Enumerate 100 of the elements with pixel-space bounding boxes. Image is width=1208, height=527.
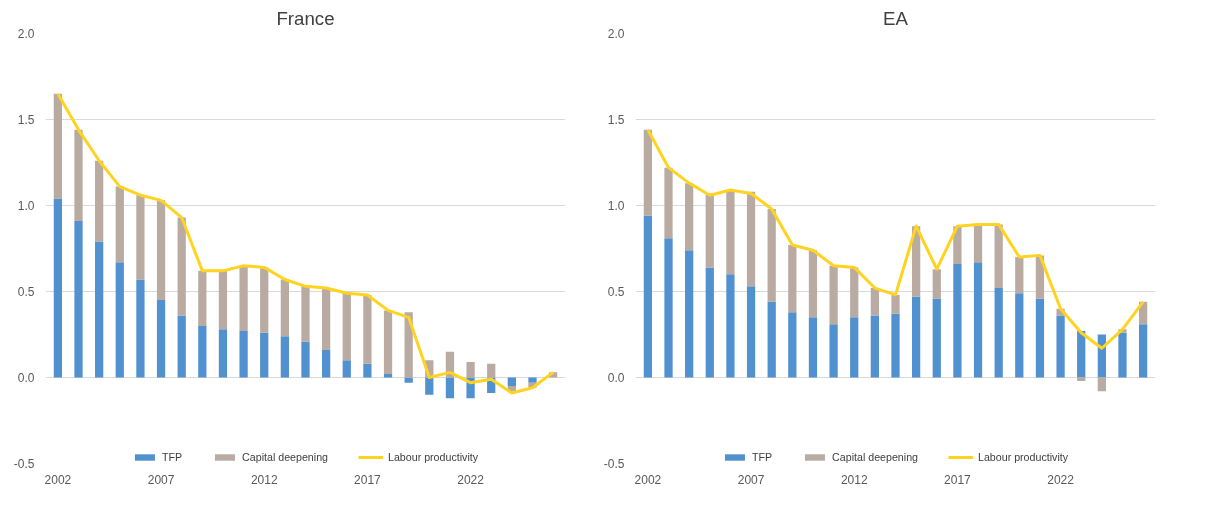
legend-label: Labour productivity bbox=[388, 451, 479, 463]
bar bbox=[1077, 331, 1086, 378]
bar bbox=[953, 263, 962, 378]
bar bbox=[363, 294, 372, 364]
bar bbox=[746, 286, 756, 378]
bar bbox=[850, 317, 859, 378]
bar bbox=[53, 198, 63, 378]
y-tick-label: 0.5 bbox=[607, 285, 625, 299]
bar bbox=[260, 267, 269, 333]
bar bbox=[404, 377, 413, 383]
bar bbox=[767, 301, 776, 378]
bar bbox=[95, 241, 104, 378]
chart-title: EA bbox=[883, 7, 909, 29]
bar bbox=[664, 167, 673, 239]
x-tick-label: 2017 bbox=[354, 472, 382, 487]
bar bbox=[788, 312, 797, 378]
bar bbox=[1138, 324, 1148, 378]
bar bbox=[1097, 377, 1106, 392]
bar bbox=[239, 265, 248, 332]
bar bbox=[95, 160, 104, 242]
bar bbox=[643, 129, 653, 216]
bar bbox=[891, 313, 900, 378]
bar bbox=[74, 220, 83, 378]
bar bbox=[363, 363, 372, 378]
bar bbox=[115, 262, 124, 378]
bar bbox=[198, 270, 207, 326]
legend-label: TFP bbox=[161, 451, 183, 463]
bar bbox=[685, 183, 694, 251]
bar bbox=[218, 270, 228, 330]
bar bbox=[973, 262, 983, 378]
bar bbox=[870, 315, 879, 378]
x-tick-label: 2017 bbox=[944, 472, 972, 487]
bar bbox=[322, 349, 331, 378]
legend-label: Capital deepening bbox=[242, 451, 329, 463]
bar bbox=[932, 298, 941, 378]
y-tick-label: 0.5 bbox=[17, 285, 35, 299]
bar bbox=[1015, 293, 1024, 378]
bar bbox=[1118, 332, 1127, 378]
x-tick-label: 2002 bbox=[634, 472, 662, 487]
bar bbox=[705, 193, 714, 268]
bar bbox=[260, 332, 269, 378]
bar bbox=[156, 200, 166, 301]
y-tick-label: 1.0 bbox=[607, 199, 625, 213]
bar bbox=[425, 377, 434, 395]
bar bbox=[850, 267, 859, 318]
bar bbox=[177, 315, 186, 378]
bar bbox=[1015, 257, 1024, 294]
bar bbox=[912, 296, 921, 378]
bar bbox=[280, 279, 289, 337]
bar bbox=[383, 374, 393, 378]
bar bbox=[994, 288, 1003, 378]
bar bbox=[829, 265, 838, 325]
x-tick-label: 2012 bbox=[250, 472, 278, 487]
bar bbox=[507, 377, 516, 387]
x-tick-label: 2007 bbox=[147, 472, 175, 487]
y-tick-label: 0.0 bbox=[607, 371, 625, 385]
bar bbox=[322, 288, 331, 350]
bar bbox=[891, 294, 900, 314]
bar bbox=[953, 226, 962, 264]
legend-label: TFP bbox=[751, 451, 773, 463]
bar bbox=[342, 293, 351, 361]
x-tick-label: 2022 bbox=[1047, 472, 1075, 487]
y-tick-label: 1.5 bbox=[17, 113, 35, 127]
line-series bbox=[56, 92, 555, 395]
bar bbox=[383, 310, 393, 375]
legend-label: Labour productivity bbox=[978, 451, 1069, 463]
y-tick-label: -0.5 bbox=[13, 457, 35, 471]
bar bbox=[115, 186, 124, 263]
bar bbox=[218, 329, 228, 378]
bar bbox=[342, 360, 351, 378]
bar bbox=[74, 129, 83, 221]
bar bbox=[788, 245, 797, 313]
bar bbox=[177, 217, 186, 316]
bar bbox=[1056, 315, 1065, 378]
bar bbox=[829, 324, 838, 378]
bar bbox=[643, 215, 653, 378]
bar bbox=[487, 363, 496, 378]
bar bbox=[726, 274, 735, 378]
bar bbox=[726, 190, 735, 275]
bar bbox=[808, 250, 818, 318]
bar bbox=[1035, 298, 1045, 378]
bar bbox=[705, 267, 714, 378]
x-tick-label: 2002 bbox=[44, 472, 72, 487]
y-tick-label: 2.0 bbox=[17, 27, 35, 41]
x-tick-label: 2012 bbox=[840, 472, 868, 487]
y-tick-label: -0.5 bbox=[603, 457, 625, 471]
bar bbox=[280, 336, 289, 378]
y-tick-label: 0.0 bbox=[17, 371, 35, 385]
bar bbox=[973, 224, 983, 263]
bar bbox=[301, 341, 310, 378]
bar bbox=[301, 286, 310, 342]
bar bbox=[528, 377, 537, 383]
bar bbox=[664, 238, 673, 378]
line-series bbox=[646, 128, 1145, 350]
bar bbox=[445, 377, 455, 399]
y-tick-label: 1.0 bbox=[17, 199, 35, 213]
bar bbox=[156, 300, 166, 378]
chart-title: France bbox=[276, 7, 335, 29]
bar bbox=[685, 250, 694, 378]
bar bbox=[767, 208, 776, 302]
